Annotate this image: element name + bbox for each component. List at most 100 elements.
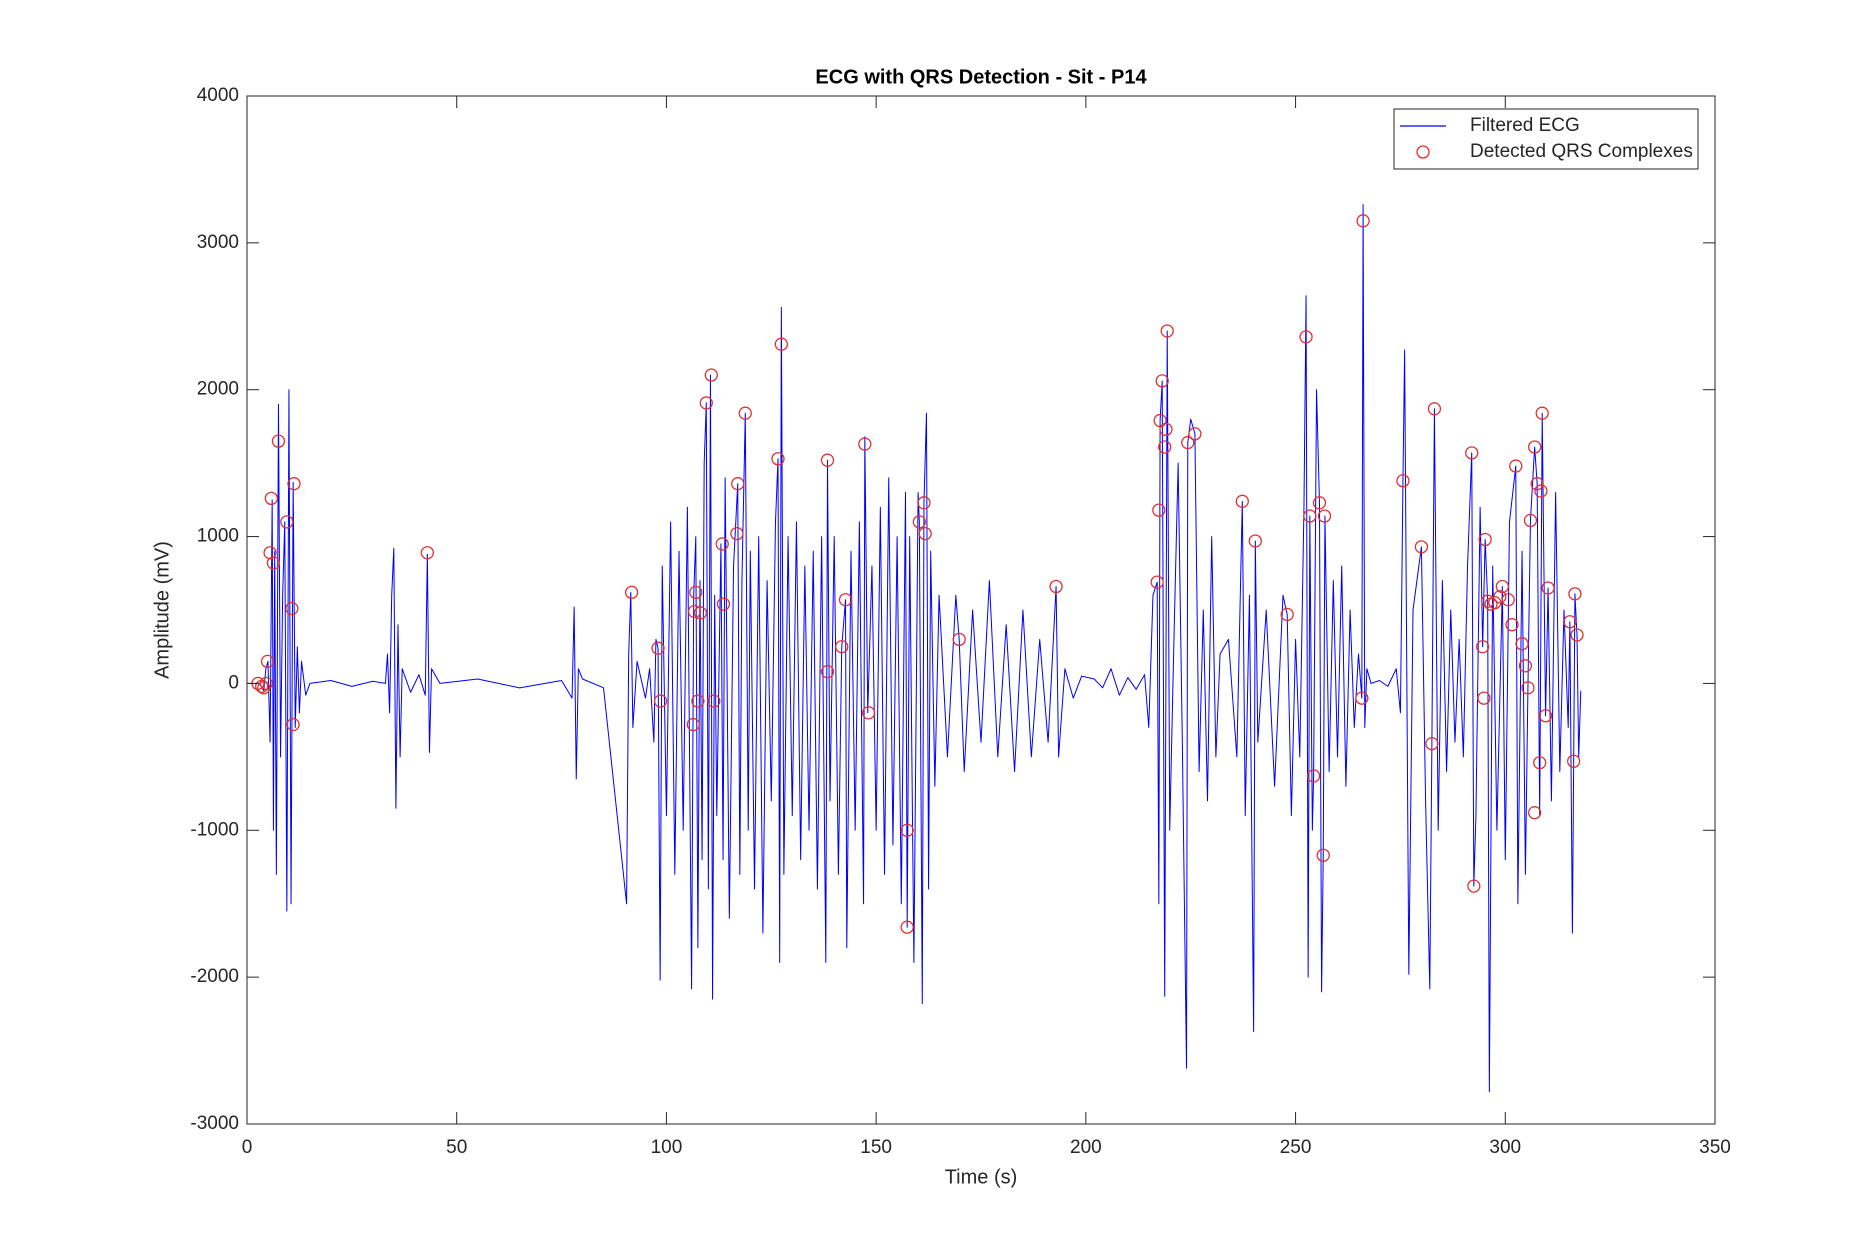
qrs-marker — [1248, 534, 1262, 548]
qrs-marker — [1523, 513, 1538, 528]
qrs-marker — [912, 515, 926, 529]
qrs-marker — [1280, 607, 1294, 622]
qrs-marker — [1427, 402, 1442, 416]
legend-label: Filtered ECG — [1470, 115, 1580, 136]
qrs-marker — [1515, 637, 1529, 651]
y-tick-label: 2000 — [197, 379, 239, 400]
y-axis-label: Amplitude (mV) — [151, 541, 173, 679]
qrs-marker — [707, 694, 721, 708]
x-tick-label: 200 — [1070, 1137, 1102, 1158]
qrs-marker — [264, 491, 278, 506]
qrs-marker — [1570, 628, 1584, 642]
y-tick-label: -3000 — [190, 1113, 239, 1134]
qrs-marker — [1475, 640, 1490, 654]
qrs-marker — [917, 496, 931, 510]
qrs-marker — [1509, 459, 1523, 473]
qrs-marker — [838, 593, 853, 607]
qrs-marker — [271, 434, 286, 448]
y-tick-label: 1000 — [197, 526, 239, 547]
qrs-marker — [1316, 848, 1330, 862]
qrs-marker — [1567, 754, 1581, 768]
qrs-marker — [1495, 579, 1509, 594]
y-tick-label: 3000 — [197, 232, 239, 253]
qrs-marker — [699, 396, 713, 410]
y-tick-label: -2000 — [190, 966, 239, 987]
qrs-marker — [774, 337, 789, 351]
qrs-marker — [287, 477, 301, 491]
y-tick-label: -1000 — [190, 819, 239, 840]
qrs-marker — [918, 526, 932, 541]
qrs-marker — [1568, 587, 1582, 601]
qrs-marker — [1312, 496, 1327, 510]
qrs-marker — [1317, 509, 1332, 523]
ecg-line — [247, 204, 1582, 1093]
y-tick-label: 4000 — [197, 85, 239, 106]
qrs-marker — [858, 437, 872, 451]
qrs-marker — [861, 706, 876, 720]
x-tick-label: 50 — [446, 1137, 467, 1158]
x-tick-label: 0 — [242, 1137, 253, 1158]
y-tick-label: 0 — [228, 672, 239, 693]
qrs-marker — [820, 665, 835, 679]
qrs-marker — [1049, 579, 1063, 594]
qrs-marker — [1356, 214, 1370, 228]
qrs-marker — [1355, 691, 1369, 705]
qrs-marker — [704, 368, 718, 382]
qrs-marker — [1414, 540, 1429, 554]
qrs-marker — [1188, 427, 1202, 441]
qrs-marker — [260, 654, 275, 669]
qrs-marker — [835, 640, 849, 654]
qrs-marker — [687, 604, 702, 619]
qrs-marker — [1521, 681, 1535, 695]
x-tick-label: 250 — [1280, 1137, 1312, 1158]
qrs-marker — [1465, 446, 1479, 460]
qrs-marker — [952, 632, 966, 647]
x-tick-label: 300 — [1489, 1137, 1521, 1158]
qrs-marker — [1563, 615, 1577, 629]
qrs-marker — [286, 717, 300, 732]
qrs-marker — [1541, 581, 1555, 595]
qrs-marker — [1467, 879, 1481, 893]
legend-label: Detected QRS Complexes — [1470, 141, 1693, 162]
qrs-marker — [1530, 477, 1544, 491]
qrs-marker — [1299, 330, 1313, 344]
qrs-marker — [1505, 618, 1519, 632]
qrs-marker — [1181, 435, 1195, 450]
legend-symbol — [1416, 145, 1430, 159]
qrs-marker — [1155, 374, 1169, 388]
qrs-marker — [900, 920, 914, 934]
qrs-marker — [1493, 590, 1507, 604]
qrs-marker — [1501, 593, 1515, 607]
qrs-marker — [1235, 494, 1249, 508]
x-tick-label: 350 — [1699, 1137, 1731, 1158]
qrs-marker — [1158, 440, 1172, 454]
qrs-marker — [420, 546, 435, 560]
qrs-marker — [1527, 440, 1542, 454]
qrs-marker — [1303, 509, 1317, 523]
qrs-marker — [731, 477, 745, 491]
qrs-marker — [730, 526, 744, 541]
qrs-marker — [280, 515, 294, 529]
qrs-marker — [1481, 594, 1495, 608]
qrs-marker — [716, 597, 731, 611]
qrs-marker — [1160, 324, 1174, 338]
qrs-marker — [771, 452, 785, 466]
qrs-marker — [1159, 422, 1173, 437]
x-tick-label: 150 — [860, 1137, 892, 1158]
x-tick-label: 100 — [651, 1137, 683, 1158]
qrs-marker — [693, 606, 708, 620]
x-axis-label: Time (s) — [945, 1166, 1018, 1188]
qrs-marker — [1538, 709, 1553, 723]
qrs-marker — [820, 453, 835, 467]
qrs-marker — [624, 585, 639, 600]
qrs-marker — [1477, 691, 1491, 705]
qrs-marker — [266, 556, 281, 570]
qrs-marker — [1533, 756, 1547, 770]
qrs-marker — [1425, 736, 1439, 751]
qrs-marker — [686, 717, 700, 732]
qrs-marker — [715, 537, 729, 551]
qrs-marker — [1534, 484, 1548, 498]
